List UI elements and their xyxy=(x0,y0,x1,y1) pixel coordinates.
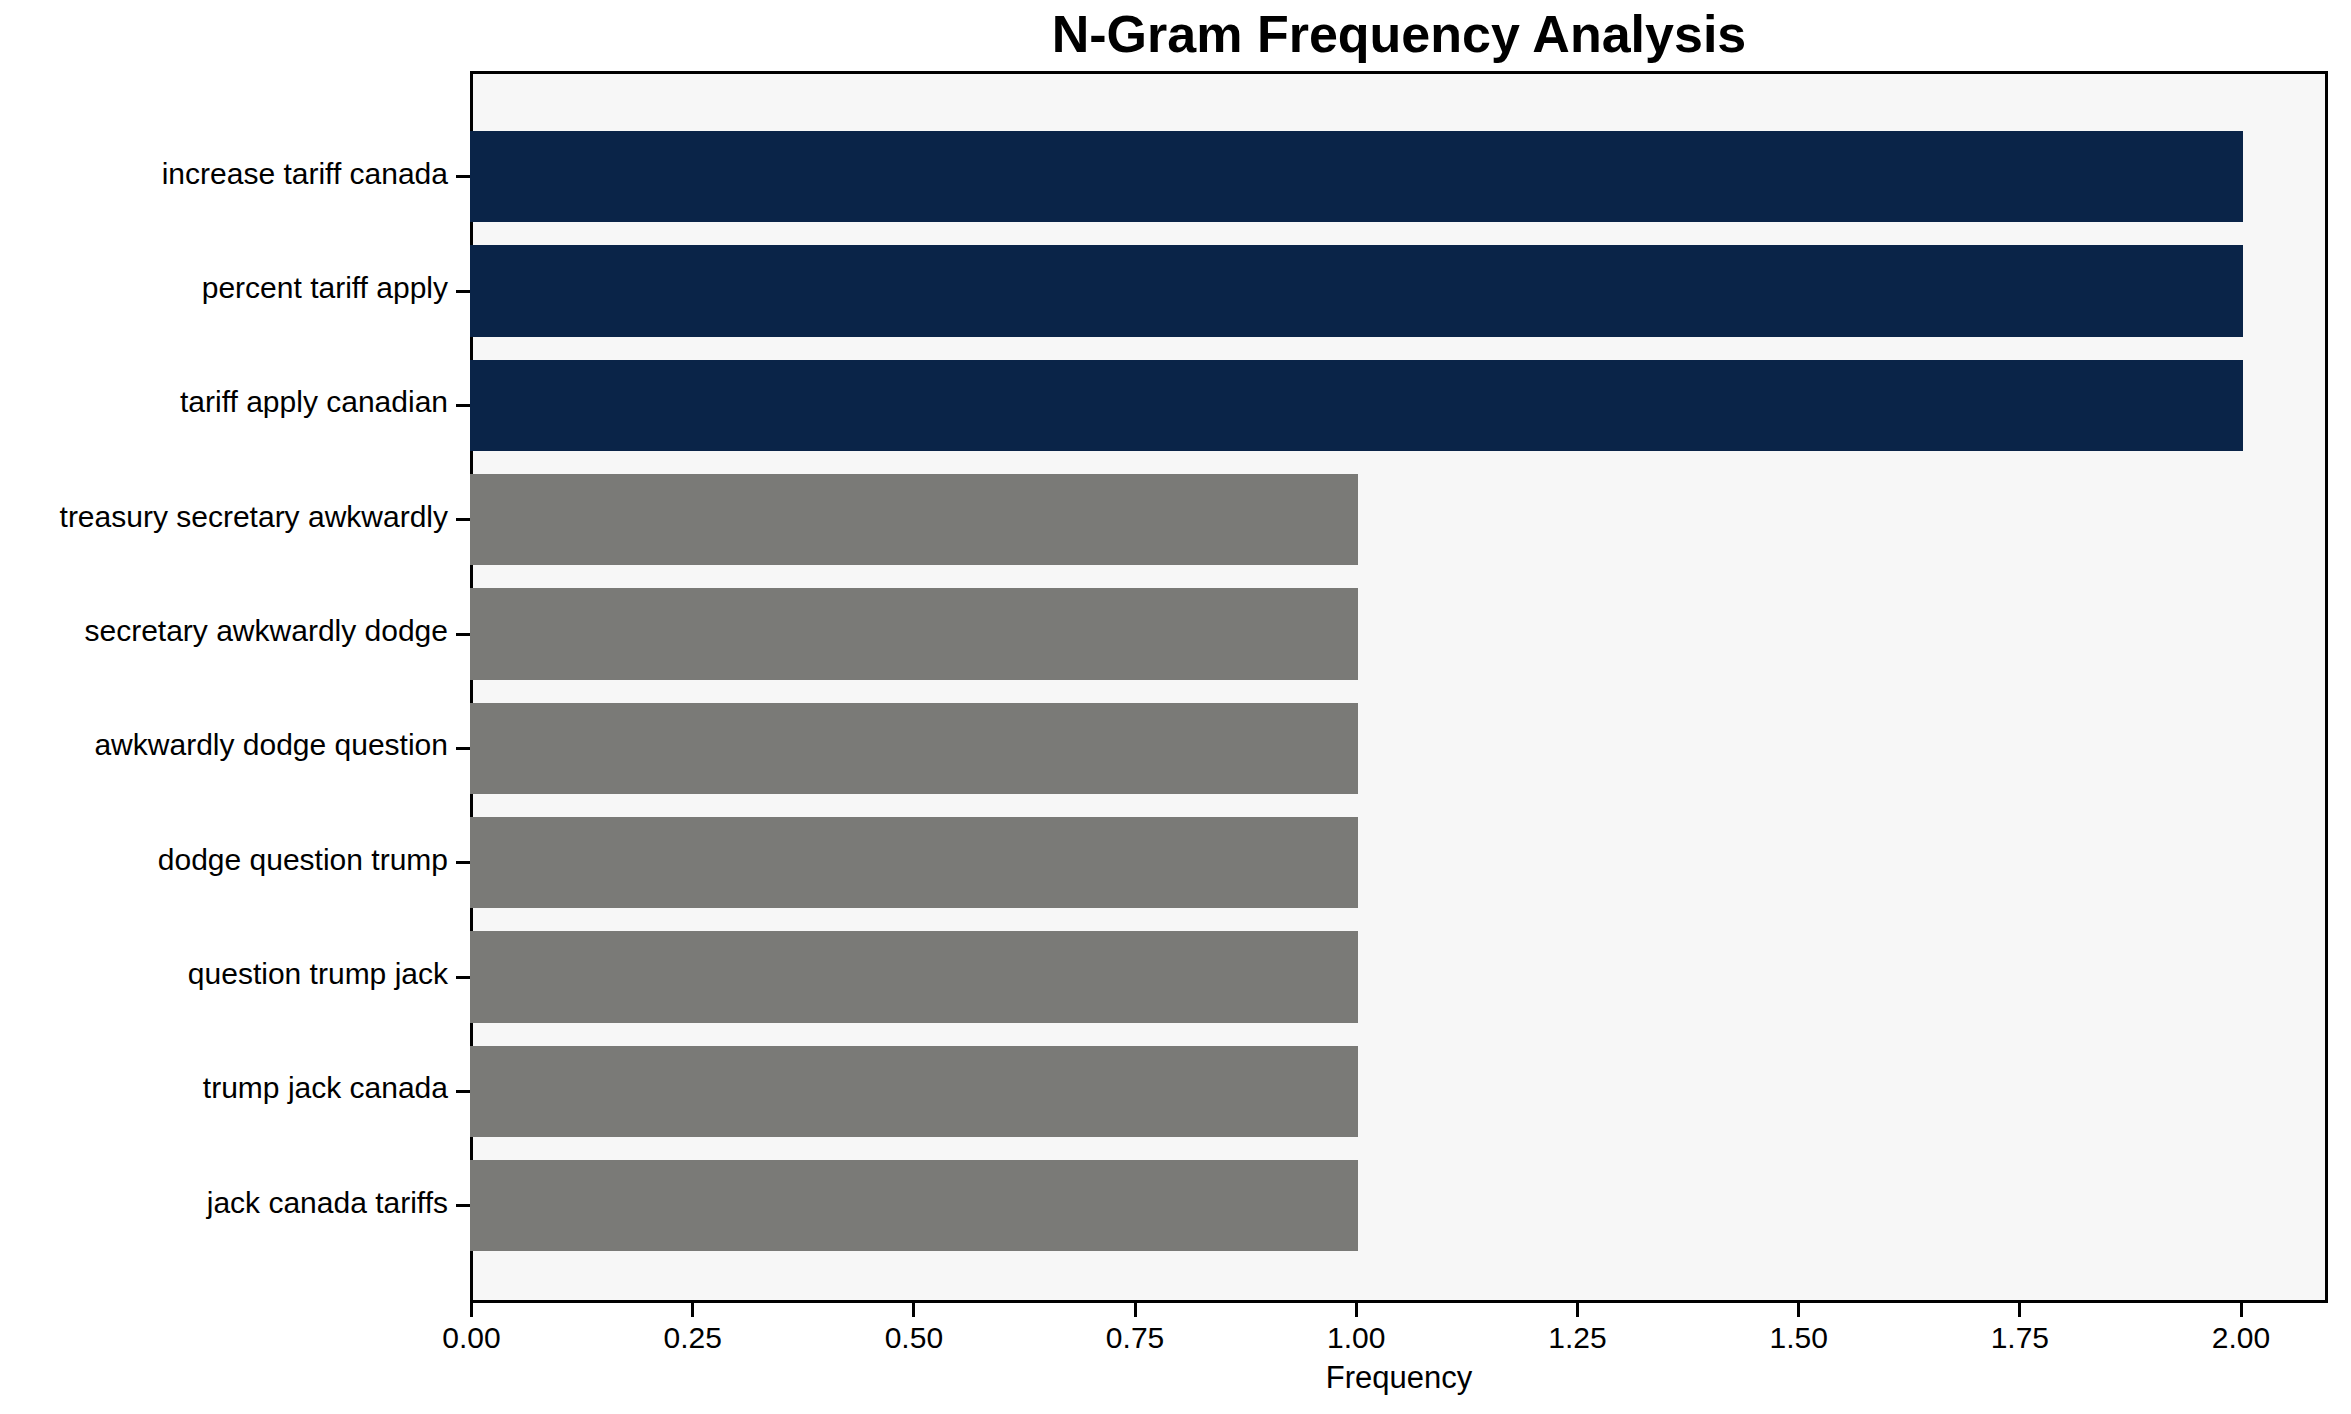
y-tick-label: secretary awkwardly dodge xyxy=(84,612,448,650)
bar xyxy=(470,245,2243,336)
y-tick-mark xyxy=(456,976,470,979)
y-tick-label: increase tariff canada xyxy=(162,155,448,193)
x-tick-label: 0.50 xyxy=(885,1320,943,1356)
x-tick-mark xyxy=(691,1303,694,1317)
y-tick-mark xyxy=(456,861,470,864)
y-tick-label: awkwardly dodge question xyxy=(94,726,448,764)
x-tick-mark xyxy=(1355,1303,1358,1317)
x-tick-label: 1.75 xyxy=(1991,1320,2049,1356)
figure: N-Gram Frequency Analysis Frequency 0.00… xyxy=(0,0,2351,1414)
x-axis-label: Frequency xyxy=(1326,1360,1472,1396)
bar xyxy=(470,131,2243,222)
x-tick-mark xyxy=(2018,1303,2021,1317)
y-tick-mark xyxy=(456,175,470,178)
x-tick-label: 2.00 xyxy=(2212,1320,2270,1356)
y-tick-label: jack canada tariffs xyxy=(207,1184,448,1222)
bar xyxy=(470,1160,1358,1251)
x-tick-label: 0.25 xyxy=(663,1320,721,1356)
x-tick-label: 1.00 xyxy=(1327,1320,1385,1356)
y-tick-mark xyxy=(456,1204,470,1207)
x-tick-label: 0.75 xyxy=(1106,1320,1164,1356)
y-tick-label: tariff apply canadian xyxy=(180,383,448,421)
y-tick-label: question trump jack xyxy=(188,955,448,993)
y-axis: increase tariff canada percent tariff app… xyxy=(0,71,448,1303)
chart-title: N-Gram Frequency Analysis xyxy=(470,4,2328,64)
bar xyxy=(470,1046,1358,1137)
y-tick-label: percent tariff apply xyxy=(202,269,448,307)
y-tick-label: treasury secretary awkwardly xyxy=(60,498,448,536)
y-tick-label: trump jack canada xyxy=(203,1069,448,1107)
bar xyxy=(470,817,1358,908)
x-tick-mark xyxy=(470,1303,473,1317)
bar xyxy=(470,703,1358,794)
bar xyxy=(470,931,1358,1022)
y-tick-mark xyxy=(456,518,470,521)
y-tick-mark xyxy=(456,290,470,293)
bar xyxy=(470,474,1358,565)
bar xyxy=(470,360,2243,451)
x-tick-mark xyxy=(912,1303,915,1317)
bar xyxy=(470,588,1358,679)
x-tick-mark xyxy=(1576,1303,1579,1317)
plot-area: Frequency 0.000.250.500.751.001.251.501.… xyxy=(470,71,2328,1303)
y-tick-label: dodge question trump xyxy=(158,841,448,879)
x-tick-label: 1.25 xyxy=(1548,1320,1606,1356)
y-tick-mark xyxy=(456,633,470,636)
x-tick-label: 1.50 xyxy=(1769,1320,1827,1356)
x-tick-label: 0.00 xyxy=(442,1320,500,1356)
x-tick-mark xyxy=(2240,1303,2243,1317)
x-tick-mark xyxy=(1797,1303,1800,1317)
y-tick-mark xyxy=(456,404,470,407)
x-tick-mark xyxy=(1134,1303,1137,1317)
y-tick-mark xyxy=(456,747,470,750)
y-tick-mark xyxy=(456,1090,470,1093)
